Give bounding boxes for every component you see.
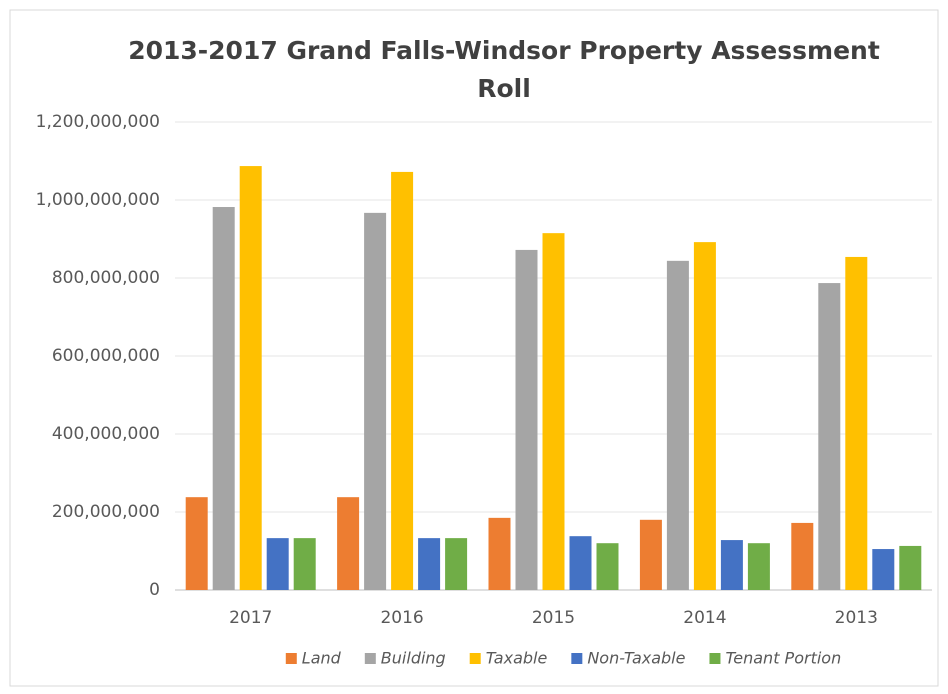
bar <box>818 283 841 590</box>
bar <box>720 540 743 590</box>
legend-marker <box>571 653 583 664</box>
bar <box>515 249 538 591</box>
legend-marker <box>469 653 481 664</box>
bar <box>845 256 868 590</box>
y-tick-label: 200,000,000 <box>52 502 160 522</box>
x-tick-label: 2016 <box>380 608 423 628</box>
chart-title: 2013-2017 Grand Falls-Windsor Property A… <box>128 36 880 103</box>
x-tick-label: 2013 <box>835 608 878 628</box>
legend-label: Land <box>302 649 342 668</box>
bar <box>488 517 511 590</box>
bar <box>391 171 414 591</box>
bar <box>747 543 770 590</box>
y-tick-label: 600,000,000 <box>52 346 160 366</box>
legend-marker <box>364 653 376 664</box>
chart-border <box>9 9 939 687</box>
bar <box>693 242 716 590</box>
legend-marker <box>709 653 721 664</box>
bar <box>596 543 619 590</box>
bar <box>899 545 922 590</box>
y-tick-label: 1,000,000,000 <box>36 190 160 210</box>
y-tick-label: 1,200,000,000 <box>36 112 160 132</box>
bar <box>212 207 235 590</box>
y-tick-label: 0 <box>149 580 160 600</box>
legend-label: Taxable <box>486 649 548 668</box>
bar <box>418 538 441 590</box>
bar <box>239 166 262 590</box>
y-tick-label: 800,000,000 <box>52 268 160 288</box>
bar <box>791 522 814 590</box>
x-tick-label: 2017 <box>229 608 272 628</box>
legend-label: Building <box>381 649 446 668</box>
bar <box>872 549 895 590</box>
bar <box>337 497 360 590</box>
x-tick-label: 2014 <box>683 608 726 628</box>
bar <box>185 497 208 590</box>
legend: Land Building Taxable Non-Taxable Tenant Por… <box>285 649 841 668</box>
bar <box>569 536 592 590</box>
x-tick-label: 2015 <box>532 608 575 628</box>
bar <box>364 212 387 590</box>
bar <box>542 233 565 590</box>
bar <box>266 538 289 590</box>
bar <box>445 538 468 590</box>
legend-marker <box>285 653 297 664</box>
bar <box>666 260 689 590</box>
legend-label: Tenant Portion <box>725 649 841 668</box>
legend-label: Non-Taxable <box>587 649 685 668</box>
bar <box>293 538 316 590</box>
bar <box>639 519 662 590</box>
y-tick-label: 400,000,000 <box>52 424 160 444</box>
